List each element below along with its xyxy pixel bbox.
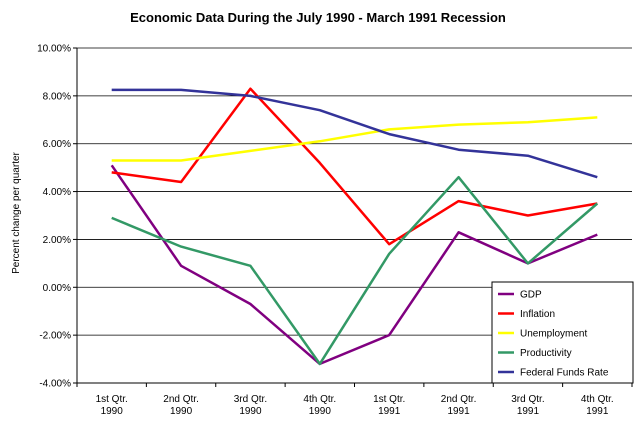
y-axis-ticks: 10.00% 8.00% 6.00% 4.00% 2.00% 0.00% -2.00% -4.… <box>37 44 77 390</box>
x-tick-label: 3rd Qtr. <box>511 394 544 405</box>
x-tick-label: 1990 <box>239 406 262 417</box>
chart-title: Economic Data During the July 1990 - Mar… <box>130 10 506 25</box>
y-tick-label: -2.00% <box>39 331 71 342</box>
x-tick-label: 1991 <box>586 406 609 417</box>
legend-label: Inflation <box>520 309 555 320</box>
x-tick-label: 1990 <box>170 406 193 417</box>
x-tick-label: 4th Qtr. <box>303 394 336 405</box>
y-tick-label: 0.00% <box>43 283 71 294</box>
x-tick-label: 1990 <box>101 406 124 417</box>
y-tick-label: 6.00% <box>43 139 71 150</box>
x-tick-label: 1990 <box>309 406 332 417</box>
y-tick-label: -4.00% <box>39 379 71 390</box>
x-tick-label: 1991 <box>378 406 401 417</box>
legend-box <box>491 281 634 384</box>
legend: GDP Inflation Unemployment Productivity Fede… <box>491 281 634 384</box>
legend-label: Productivity <box>520 348 572 359</box>
x-tick-label: 3rd Qtr. <box>234 394 267 405</box>
y-tick-label: 4.00% <box>43 187 71 198</box>
y-tick-label: 2.00% <box>43 235 71 246</box>
grid-lines <box>77 47 632 336</box>
legend-label: Federal Funds Rate <box>520 368 609 379</box>
legend-label: GDP <box>520 290 542 301</box>
x-tick-label: 1991 <box>517 406 540 417</box>
x-tick-label: 1991 <box>447 406 470 417</box>
x-tick-label: 4th Qtr. <box>581 394 614 405</box>
series-line-productivity <box>111 175 599 366</box>
y-tick-label: 8.00% <box>43 91 71 102</box>
series-lines <box>110 87 599 366</box>
series-line-unemployment <box>111 116 598 162</box>
x-tick-label: 2nd Qtr. <box>441 394 477 405</box>
y-tick-label: 10.00% <box>37 44 71 55</box>
x-tick-label: 1st Qtr. <box>96 394 128 405</box>
series-line-inflation <box>111 87 598 246</box>
legend-label: Unemployment <box>520 329 587 340</box>
series-line-gdp <box>110 164 598 366</box>
series-line-federal-funds-rate <box>111 88 598 179</box>
y-axis-label: Percent change per quarter <box>11 151 22 273</box>
x-tick-label: 1st Qtr. <box>373 394 405 405</box>
x-tick-label: 2nd Qtr. <box>163 394 199 405</box>
